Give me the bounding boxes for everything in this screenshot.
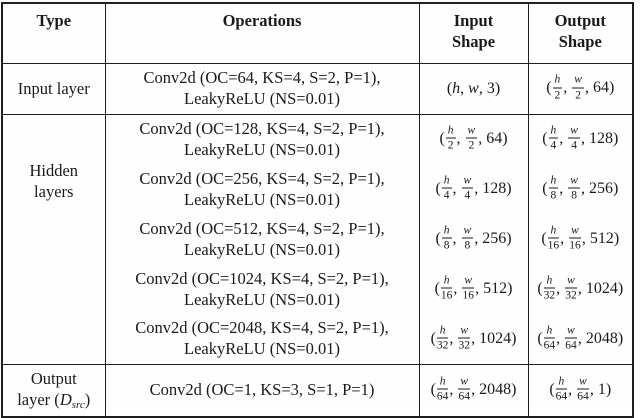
col-header-type: Type	[1, 2, 106, 64]
cell-type-label: Input layer	[1, 63, 106, 115]
math-fraction: h 32	[436, 324, 449, 352]
cell-input-shape: (h 64, w 64, 2048)	[418, 364, 529, 417]
table-row-hidden: Conv2d (OC=2048, KS=4, S=2, P=1), LeakyRe…	[2, 314, 634, 365]
math-fraction: h 64	[436, 375, 449, 403]
cell-input-shape: (h 16, w 16, 512)	[418, 264, 529, 315]
math-fraction: h 64	[543, 324, 556, 352]
table-row-hidden: Conv2d (OC=256, KS=4, S=2, P=1), LeakyReL…	[2, 164, 634, 215]
table-header-row: Type Operations Input Shape Output Shape	[1, 2, 634, 64]
math-fraction: w 32	[565, 274, 577, 302]
math-fraction: w 64	[458, 375, 471, 403]
math-fraction: h 16	[547, 224, 560, 252]
col-header-operations: Operations	[104, 2, 420, 64]
cell-output-shape: (h 32, w 32, 1024)	[527, 264, 634, 315]
table-row-hidden: Conv2d (OC=512, KS=4, S=2, P=1), LeakyReL…	[2, 214, 634, 265]
table-row-input: Input layer Conv2d (OC=64, KS=4, S=2, P=1…	[1, 63, 634, 115]
cell-operations: Conv2d (OC=512, KS=4, S=2, P=1), LeakyReL…	[104, 214, 420, 265]
cell-type-label: Output layer (Dsrc)	[1, 364, 106, 417]
cell-operations: Conv2d (OC=1, KS=3, S=1, P=1)	[104, 364, 420, 417]
cell-input-shape: (h, w, 3)	[418, 63, 529, 115]
table-row-hidden: Conv2d (OC=1024, KS=4, S=2, P=1), LeakyRe…	[2, 264, 634, 315]
math-fraction: w 32	[458, 324, 471, 352]
cell-output-shape: (h 16, w 16, 512)	[527, 214, 634, 265]
cell-operations: Conv2d (OC=128, KS=4, S=2, P=1), LeakyReL…	[104, 114, 420, 165]
cell-operations: Conv2d (OC=1024, KS=4, S=2, P=1), LeakyRe…	[104, 264, 420, 315]
math-fraction: w 64	[577, 375, 589, 403]
cell-output-shape: (h 64, w 64, 2048)	[527, 314, 634, 365]
cell-output-shape: (h 64, w 64, 1)	[527, 364, 634, 417]
table-body: Input layer Conv2d (OC=64, KS=4, S=2, P=1…	[1, 63, 634, 417]
math-fraction: w 16	[569, 224, 581, 252]
math-fraction: h 64	[555, 375, 568, 403]
cell-type-label: Hidden layers	[1, 114, 106, 365]
math-fraction: h 16	[440, 274, 453, 302]
header-row: Type Operations Input Shape Output Shape	[1, 2, 634, 64]
col-header-input-shape: Input Shape	[418, 2, 529, 64]
table-row-output: Output layer (Dsrc) Conv2d (OC=1, KS=3, S=…	[1, 364, 634, 417]
cell-operations: Conv2d (OC=256, KS=4, S=2, P=1), LeakyReL…	[104, 164, 420, 215]
table-row-hidden: Hidden layers Conv2d (OC=128, KS=4, S=2, P…	[1, 114, 634, 365]
col-header-output-shape: Output Shape	[527, 2, 634, 64]
math-fraction: h 32	[543, 274, 556, 302]
cell-operations: Conv2d (OC=64, KS=4, S=2, P=1), LeakyReLU…	[104, 63, 420, 115]
cell-input-shape: (h 32, w 32, 1024)	[418, 314, 529, 365]
math-fraction: w 64	[565, 324, 577, 352]
cell-operations: Conv2d (OC=2048, KS=4, S=2, P=1), LeakyRe…	[104, 314, 420, 365]
math-fraction: w 16	[462, 274, 475, 302]
